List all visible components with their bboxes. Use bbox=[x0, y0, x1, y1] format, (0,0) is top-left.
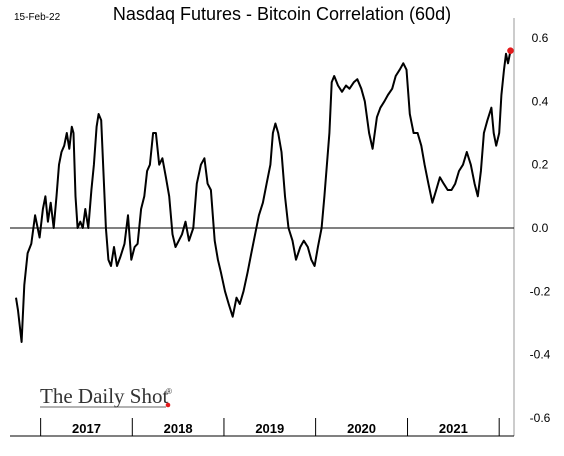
y-tick-label: -0.6 bbox=[530, 411, 551, 425]
brand-text: The Daily Shot bbox=[40, 384, 168, 408]
brand-accent-dot bbox=[165, 402, 171, 408]
brand-logo: The Daily Shot ® bbox=[40, 384, 172, 408]
brand-registered-mark: ® bbox=[166, 387, 172, 396]
y-tick-label: 0.4 bbox=[532, 94, 549, 108]
x-tick-label: 2018 bbox=[164, 421, 193, 436]
x-axis: 2017 2018 2019 2020 2021 bbox=[40, 418, 500, 436]
series-line-correlation bbox=[15, 50, 512, 343]
last-point-marker bbox=[507, 47, 514, 54]
y-tick-label: -0.2 bbox=[530, 284, 551, 298]
y-tick-label: 0.0 bbox=[532, 221, 549, 235]
y-tick-label: 0.2 bbox=[532, 158, 549, 172]
x-tick-label: 2020 bbox=[347, 421, 376, 436]
chart-title: Nasdaq Futures - Bitcoin Correlation (60… bbox=[113, 4, 451, 24]
date-label: 15-Feb-22 bbox=[14, 12, 61, 23]
y-tick-label: 0.6 bbox=[532, 31, 549, 45]
y-tick-label: -0.4 bbox=[530, 348, 551, 362]
y-axis: 0.6 0.4 0.2 0.0 -0.2 -0.4 -0.6 bbox=[530, 31, 551, 425]
x-tick-label: 2021 bbox=[439, 421, 468, 436]
x-tick-label: 2019 bbox=[255, 421, 284, 436]
x-tick-label: 2017 bbox=[72, 421, 101, 436]
